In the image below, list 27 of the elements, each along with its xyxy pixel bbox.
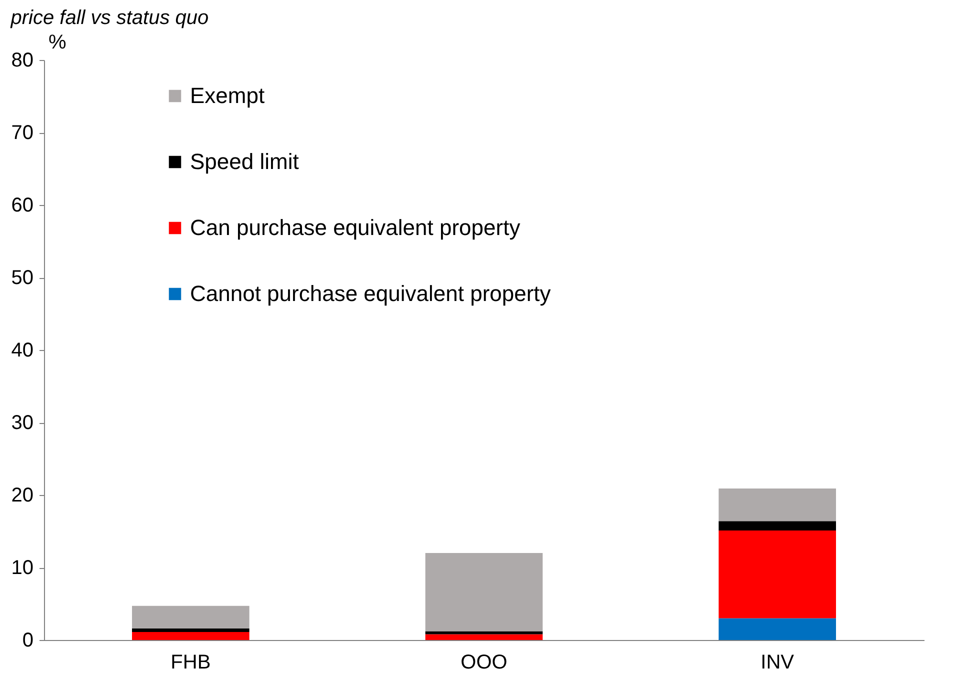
y-tick-label: 50 <box>11 267 34 289</box>
legend-label: Can purchase equivalent property <box>190 215 520 240</box>
bar <box>132 632 250 640</box>
legend-label: Exempt <box>190 83 265 108</box>
y-tick-label: 20 <box>11 484 34 506</box>
legend-label: Cannot purchase equivalent property <box>190 281 551 306</box>
bar <box>425 553 543 632</box>
x-tick-label: OOO <box>460 652 508 674</box>
y-tick-label: 60 <box>11 194 34 216</box>
y-tick-label: 80 <box>11 50 34 72</box>
bar <box>718 488 836 522</box>
bar <box>132 628 250 632</box>
y-tick-label: 30 <box>11 412 34 434</box>
bar <box>425 634 543 640</box>
x-tick-label: INV <box>760 652 795 674</box>
bar <box>132 606 250 628</box>
chart-title: price fall vs status quo <box>10 7 209 29</box>
bar <box>718 521 836 531</box>
y-tick-label: 10 <box>11 557 34 579</box>
bar <box>718 530 836 618</box>
y-tick-label: 0 <box>22 630 34 652</box>
bar <box>718 618 836 640</box>
y-tick-label: 70 <box>11 122 34 144</box>
x-tick-label: FHB <box>170 652 211 674</box>
legend-label: Speed limit <box>190 149 299 174</box>
y-axis-title: % <box>48 32 66 54</box>
y-tick-label: 40 <box>11 340 34 362</box>
